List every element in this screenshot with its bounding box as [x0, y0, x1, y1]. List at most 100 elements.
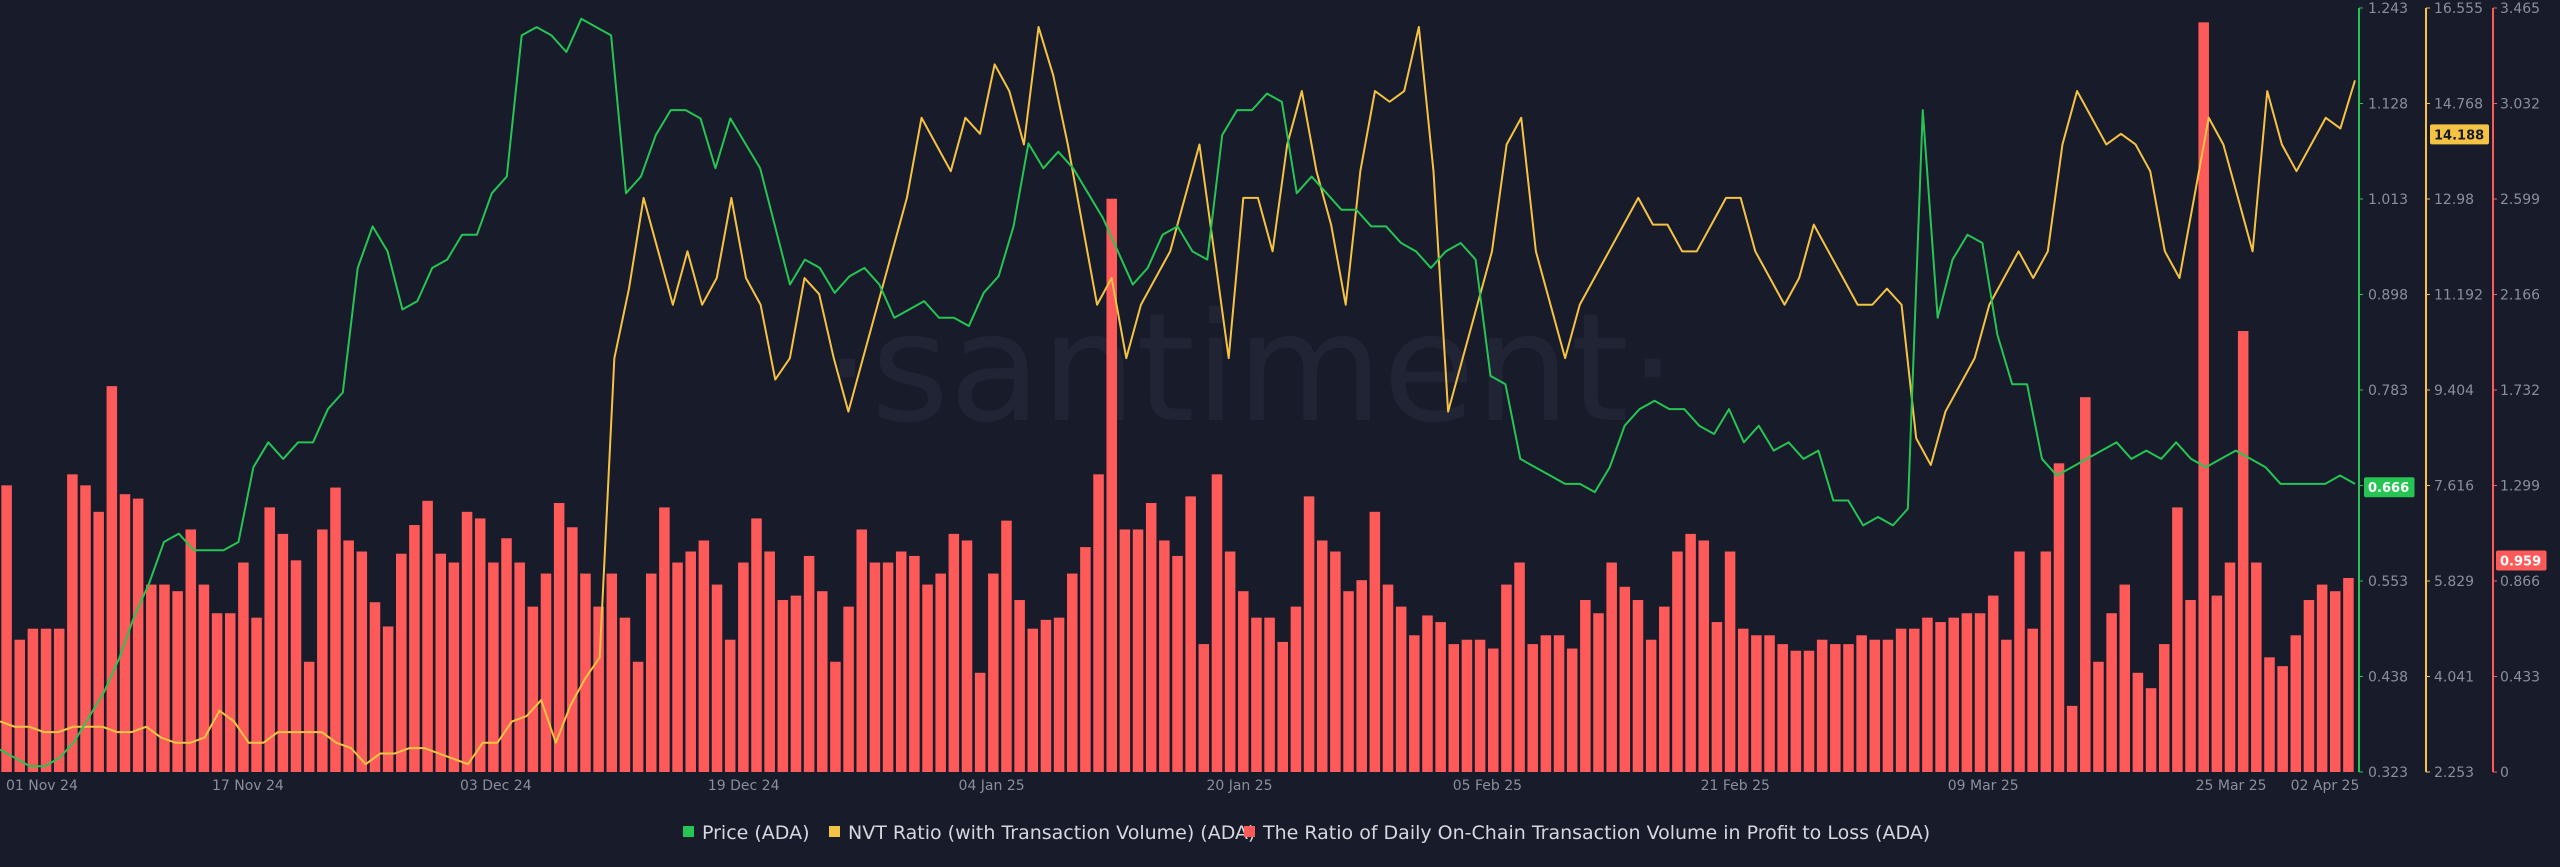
ratio-bars: [1, 22, 2354, 773]
ratio-bar: [2066, 705, 2078, 772]
legend-item-ratio[interactable]: The Ratio of Daily On-Chain Transaction …: [1244, 822, 1930, 844]
ratio-bar: [1409, 635, 1420, 772]
ratio-bar: [961, 540, 973, 772]
ratio-bar: [2316, 584, 2328, 772]
ratio-bar: [396, 553, 407, 772]
ratio-bar: [2093, 661, 2104, 772]
ratio-bar: [1803, 650, 1815, 772]
ratio-bar: [1711, 622, 1723, 772]
nvt-axis-current-tag: [2430, 124, 2489, 145]
ratio-bar: [593, 606, 604, 772]
nvt-axis-tick-label: 16.555: [2434, 1, 2483, 17]
ratio-bar: [1685, 533, 1696, 772]
ratio-bar: [2237, 331, 2249, 772]
ratio-bar: [290, 560, 302, 772]
ratio-bar: [2264, 657, 2275, 772]
x-tick-label: 17 Nov 24: [212, 778, 284, 794]
price-axis-current-tag: [2364, 477, 2415, 498]
nvt-axis-tick-label: 14.768: [2434, 97, 2483, 113]
ratio-bar: [1553, 635, 1565, 772]
ratio-bar: [1395, 606, 1407, 772]
ratio-bar: [527, 606, 539, 772]
ratio-bar: [2001, 639, 2012, 772]
ratio-bar: [685, 551, 696, 772]
x-tick-label: 21 Feb 25: [1701, 778, 1770, 794]
ratio-bar: [1382, 584, 1394, 772]
ratio-bar: [2251, 562, 2262, 772]
nvt-axis-tick-label: 4.041: [2434, 670, 2474, 686]
ratio-bar: [1961, 613, 1973, 772]
ratio-bar: [448, 562, 460, 772]
ratio-bar: [843, 606, 854, 772]
nvt-axis-tick-label: 9.404: [2434, 383, 2474, 399]
ratio-bar: [1987, 595, 1999, 772]
ratio-axis-tick-label: 0.433: [2500, 670, 2540, 686]
ratio-bar: [974, 672, 986, 772]
x-tick-label: 05 Feb 25: [1453, 778, 1522, 794]
ratio-axis-tick-label: 3.032: [2500, 97, 2540, 113]
nvt-axis-current-value: 14.188: [2434, 128, 2484, 143]
ratio-bar: [1619, 586, 1631, 772]
ratio-bar: [1040, 619, 1052, 772]
ratio-bar: [172, 591, 183, 772]
ratio-bar: [580, 573, 591, 772]
nvt-axis: 16.555 14.768 12.98 11.192 9.404 7.616 5.829 4.…: [2425, 1, 2489, 781]
price-axis-tick-label: 0.438: [2368, 670, 2408, 686]
ratio-bar: [1737, 628, 1749, 772]
price-axis-tick-label: 0.323: [2368, 765, 2408, 781]
ratio-bar: [2303, 600, 2315, 772]
x-tick-label: 04 Jan 25: [959, 778, 1025, 794]
ratio-bar: [1501, 584, 1512, 772]
ratio-bar: [1014, 600, 1025, 772]
ratio-bar: [540, 573, 552, 772]
ratio-bar: [2224, 562, 2236, 772]
ratio-bar: [1935, 622, 1946, 772]
ratio-bar: [106, 386, 118, 772]
ratio-bar: [619, 617, 631, 772]
ratio-bar: [27, 628, 39, 772]
legend-swatch-ratio: [1244, 826, 1255, 837]
ratio-bar: [1540, 635, 1552, 772]
ratio-bar: [1277, 641, 1289, 772]
ratio-bar: [132, 498, 144, 772]
ratio-bar: [1790, 650, 1802, 772]
price-axis: 1.2431.1281.0130.8980.7830.6680.5530.438…: [2358, 1, 2415, 781]
ratio-axis-tick-label: 0: [2500, 765, 2509, 781]
ratio-bar: [67, 474, 78, 772]
ratio-bar: [1869, 639, 1881, 772]
ratio-axis-current-value: 0.959: [2500, 555, 2541, 570]
nvt-line-group: [0, 25, 2356, 766]
nvt-line: [0, 25, 2356, 766]
ratio-bar: [2132, 672, 2144, 772]
ratio-bar: [1316, 540, 1328, 772]
ratio-bar: [724, 639, 736, 772]
ratio-bar: [948, 533, 960, 772]
x-axis: 01 Nov 24 17 Nov 24 03 Dec 24 19 Dec 24 04 J…: [6, 778, 2359, 794]
ratio-bar: [1198, 644, 1210, 772]
ratio-bar: [1027, 628, 1039, 772]
ratio-bar: [895, 551, 907, 772]
ratio-bar: [1119, 529, 1131, 772]
ratio-bar: [2290, 635, 2302, 772]
ratio-axis-tick-label: 1.299: [2500, 479, 2540, 495]
legend-item-price[interactable]: Price (ADA): [683, 822, 810, 844]
ratio-bar: [14, 639, 25, 772]
ratio-bar: [1527, 644, 1538, 772]
ratio-bar: [1264, 617, 1275, 772]
ratio-axis-tick-label: 2.599: [2500, 192, 2540, 208]
ratio-bar: [2053, 463, 2065, 772]
ratio-bar: [1053, 617, 1065, 772]
ratio-bar: [1448, 644, 1460, 772]
ratio-bar: [2080, 397, 2091, 772]
ratio-bar: [909, 555, 920, 772]
ratio-bar: [988, 573, 999, 772]
price-axis-tick-label: 0.783: [2368, 383, 2408, 399]
ratio-bar: [645, 573, 657, 772]
legend-item-nvt[interactable]: NVT Ratio (with Transaction Volume) (ADA…: [829, 822, 1255, 844]
ratio-bar: [659, 507, 670, 772]
watermark: ·santiment·: [823, 282, 1676, 456]
nvt-axis-tick-label: 12.98: [2434, 192, 2474, 208]
ratio-bar: [251, 617, 262, 772]
price-axis-current-value: 0.666: [2368, 481, 2409, 496]
ratio-bar: [1882, 639, 1894, 772]
